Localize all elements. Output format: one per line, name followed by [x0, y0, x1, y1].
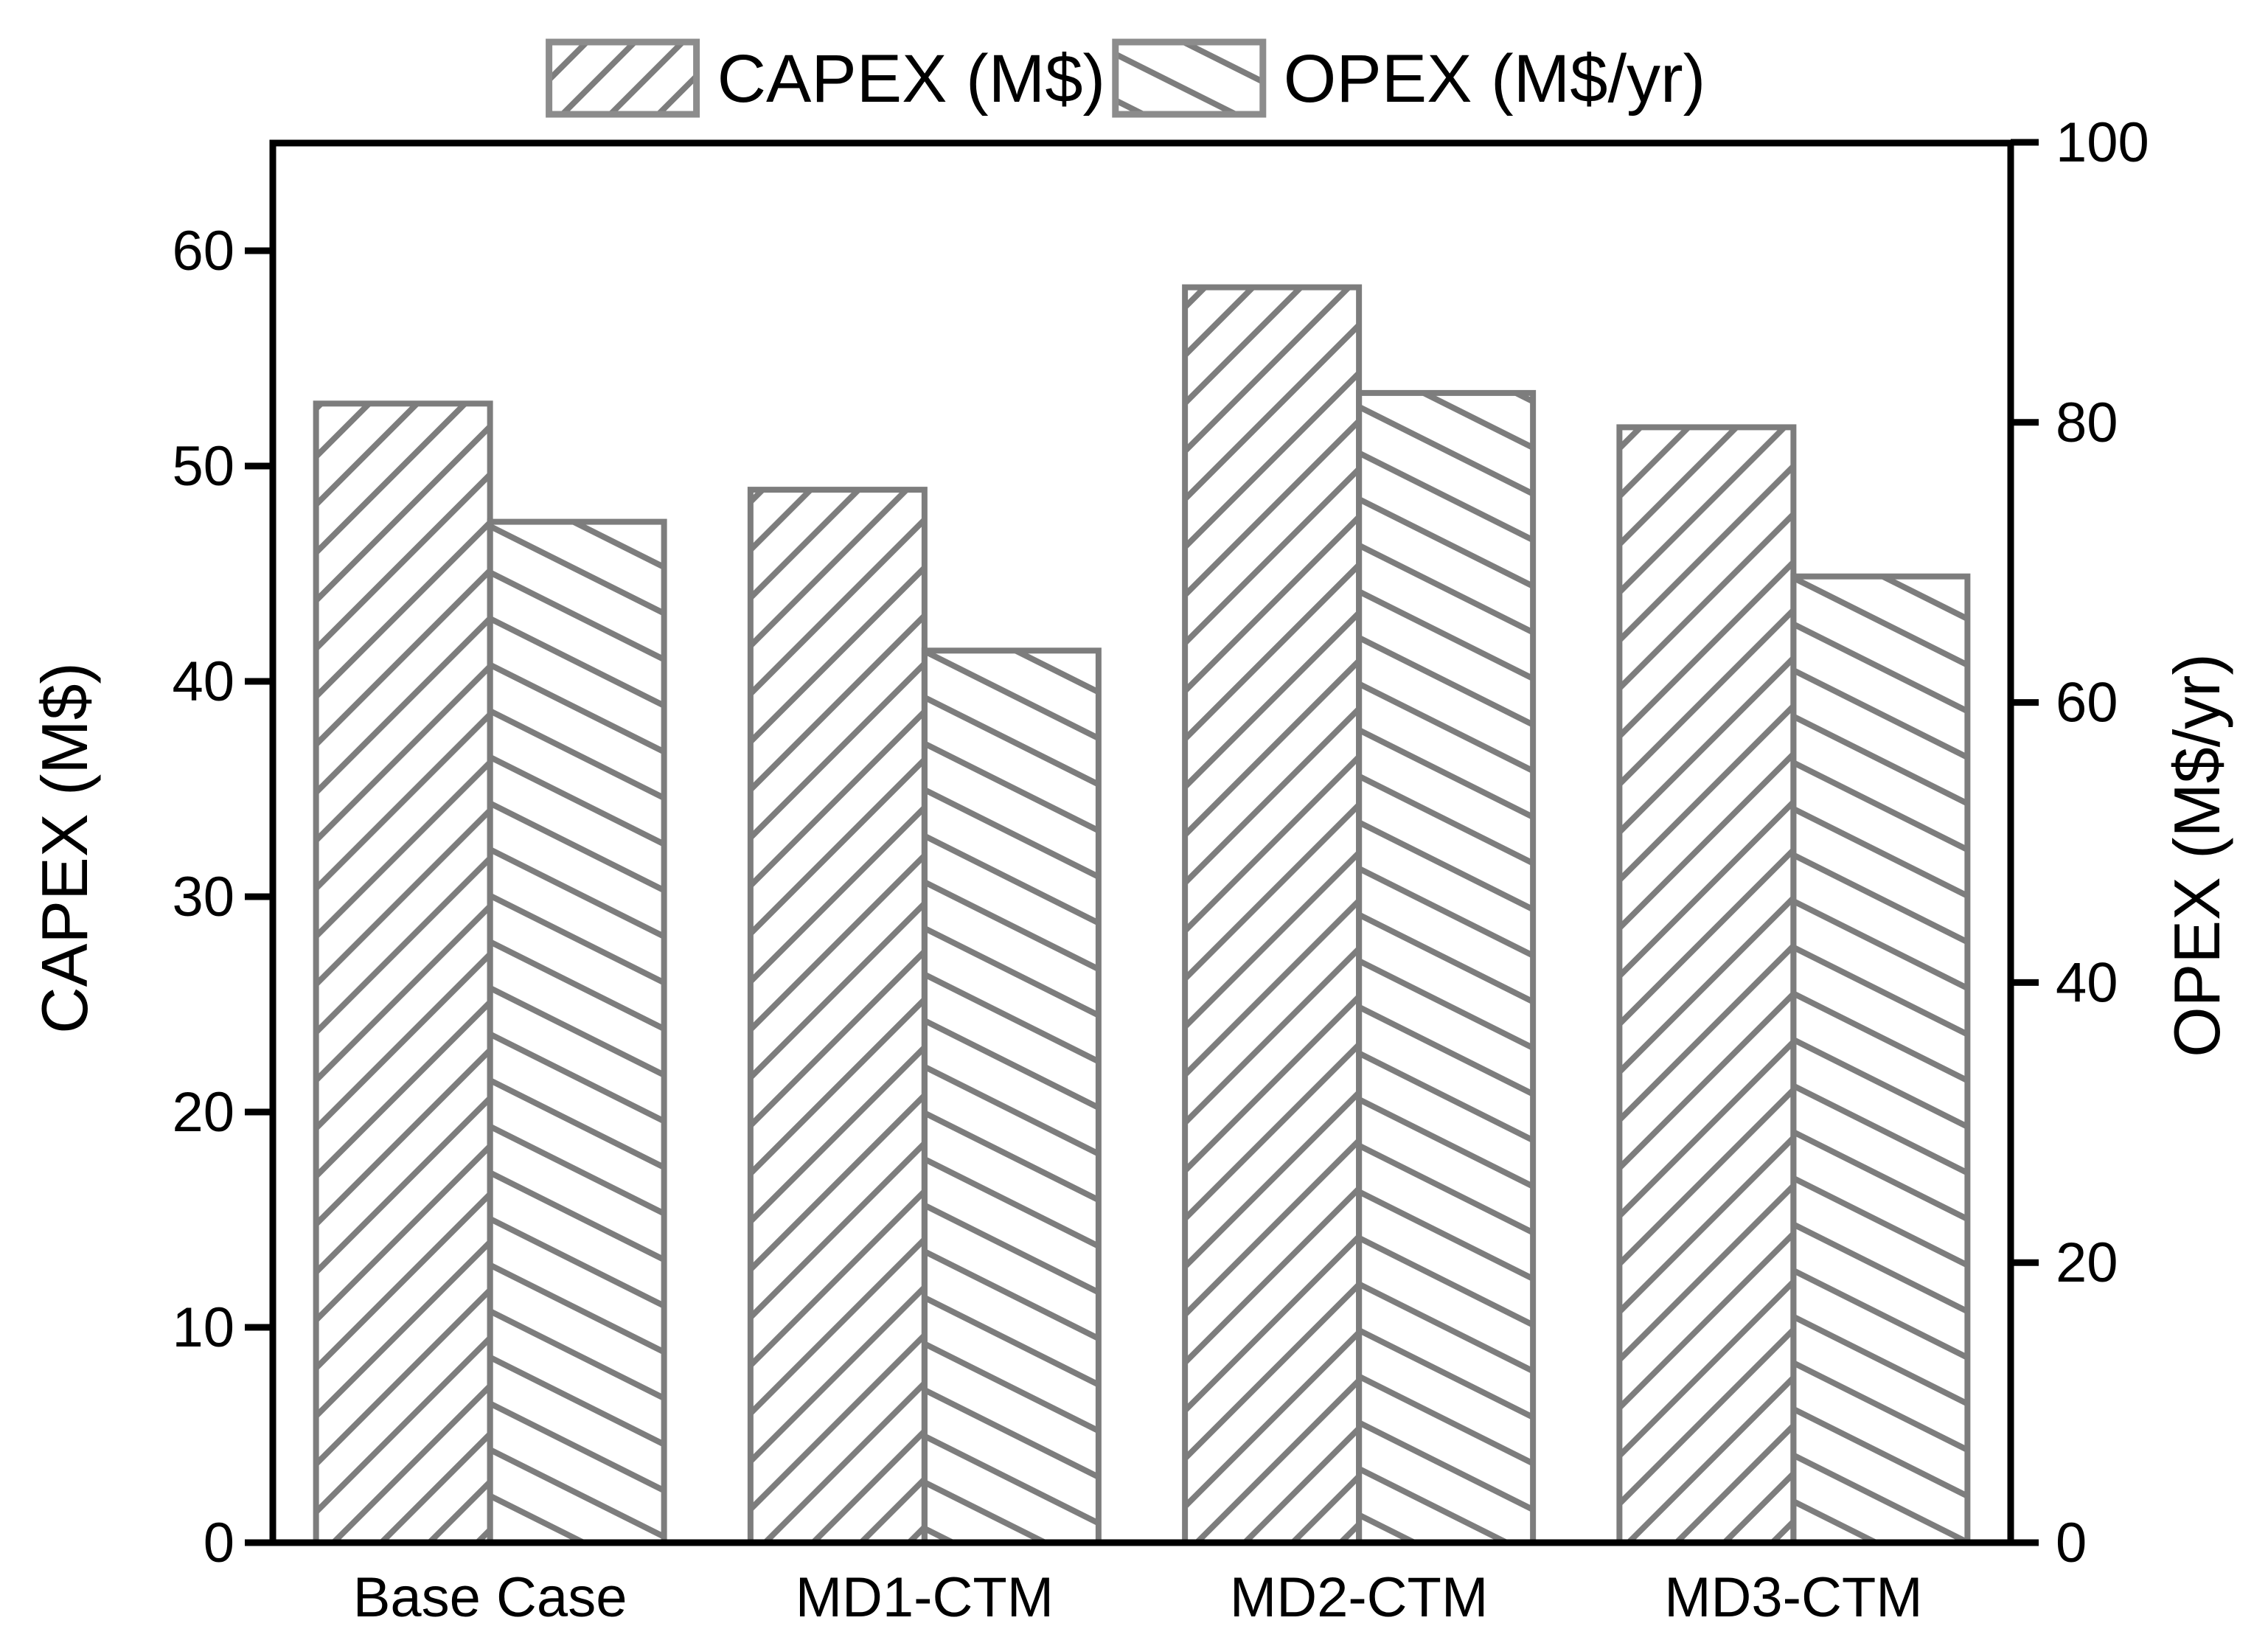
bars-group — [313, 284, 1971, 1546]
bar-capex-md2-ctm — [1182, 284, 1363, 1546]
x-axis-category-label: MD2-CTM — [1230, 1566, 1488, 1629]
bar-capex-md3-ctm — [1616, 424, 1797, 1546]
legend-swatch-capex-hatch — [546, 38, 700, 118]
right-axis-tick-label: 20 — [2056, 1231, 2118, 1294]
bar-opex-md2-ctm — [1356, 389, 1537, 1546]
axes-frame-group — [245, 139, 2039, 1546]
bar-opex-md3-ctm — [1790, 573, 1971, 1546]
left-axis-tick-label: 0 — [204, 1512, 234, 1574]
right-axis-title: OPEX (M$/yr) — [2160, 653, 2233, 1057]
left-axis-tick-label: 40 — [172, 650, 234, 713]
left-axis-tick-label: 50 — [172, 435, 234, 498]
right-axis-tick-label: 100 — [2056, 111, 2149, 174]
bar-opex-base-case — [487, 518, 667, 1546]
left-axis-title: CAPEX (M$) — [28, 662, 101, 1034]
right-axis-tick-label: 40 — [2056, 951, 2118, 1014]
legend-group: CAPEX (M$) OPEX (M$/yr) — [546, 38, 1705, 118]
left-axis-tick-label: 20 — [172, 1081, 234, 1144]
plot-frame — [269, 139, 2014, 1546]
right-axis-tick-label: 0 — [2056, 1512, 2087, 1574]
bar-capex-md1-ctm — [747, 487, 928, 1546]
right-axis-tick-label: 80 — [2056, 392, 2118, 454]
x-axis-category-label: MD3-CTM — [1664, 1566, 1922, 1629]
left-axis-tick-label: 30 — [172, 866, 234, 928]
left-axis-tick-label: 10 — [172, 1296, 234, 1359]
left-axis-tick-label: 60 — [172, 220, 234, 282]
legend-swatch-opex-hatch — [1112, 38, 1267, 118]
x-axis-category-label: Base Case — [353, 1566, 627, 1629]
right-axis-tick-label: 60 — [2056, 672, 2118, 734]
bar-opex-md1-ctm — [921, 647, 1102, 1546]
x-axis-category-label: MD1-CTM — [796, 1566, 1054, 1629]
legend-label-opex: OPEX (M$/yr) — [1284, 41, 1705, 117]
bar-capex-base-case — [313, 400, 493, 1546]
legend-label-capex: CAPEX (M$) — [717, 41, 1106, 117]
axis-text-group: 0 10 20 30 40 50 60 0 20 40 60 80 100 Base Case MD1-CT… — [28, 111, 2233, 1629]
